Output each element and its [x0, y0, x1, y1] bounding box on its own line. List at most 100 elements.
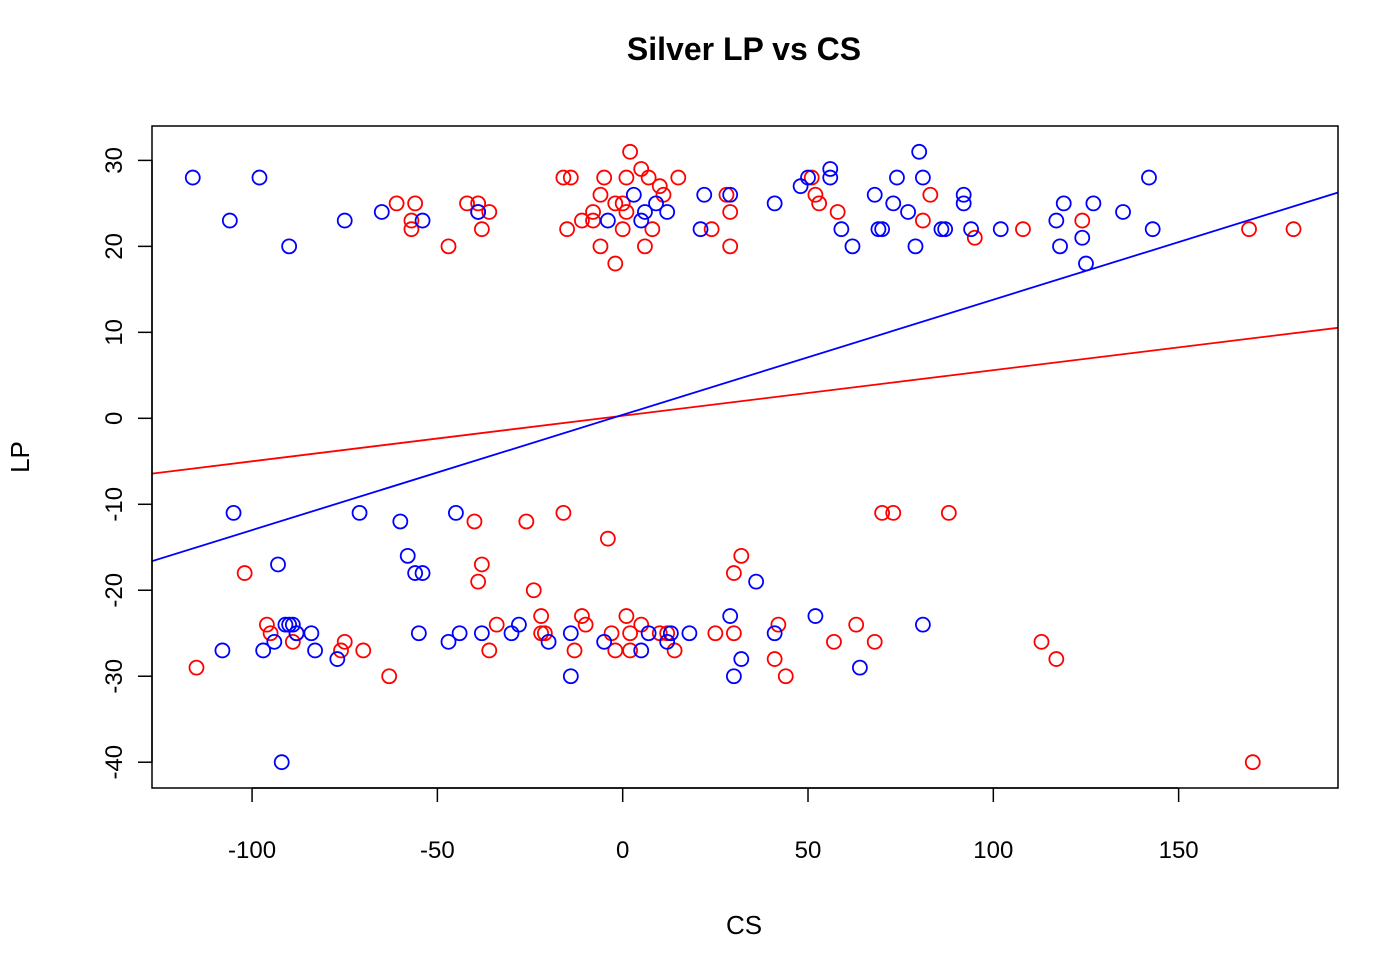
data-point [1141, 169, 1157, 186]
data-point [622, 642, 639, 659]
data-point [770, 616, 787, 633]
data-point [592, 186, 609, 203]
data-point [889, 169, 905, 186]
data-point [599, 212, 616, 229]
data-point [792, 178, 809, 195]
data-point [562, 169, 579, 186]
data-point [718, 186, 735, 203]
data-point [236, 565, 253, 581]
data-point [1115, 204, 1131, 220]
data-point [885, 195, 902, 212]
data-point [440, 238, 457, 255]
data-point [470, 195, 487, 212]
data-point [766, 625, 783, 642]
data-point [1055, 195, 1072, 212]
chart-title: Silver LP vs CS [627, 31, 861, 67]
data-point [666, 642, 683, 659]
data-point [533, 608, 550, 624]
data-point [255, 642, 272, 659]
data-point [1285, 221, 1302, 238]
data-point [833, 221, 850, 238]
data-point [373, 204, 390, 220]
data-point [722, 186, 739, 203]
data-point [659, 204, 676, 220]
data-point [870, 221, 887, 238]
data-point [1244, 754, 1261, 771]
data-point [637, 238, 653, 255]
data-point [733, 651, 750, 667]
data-point [407, 565, 424, 581]
data-point [470, 204, 487, 220]
y-tick-label: 0 [101, 412, 128, 425]
x-axis-label: CS [726, 910, 762, 940]
data-point [992, 221, 1009, 238]
data-point [662, 625, 679, 642]
data-point [473, 625, 490, 642]
data-point [1048, 212, 1065, 229]
data-point [596, 169, 613, 186]
data-point [733, 547, 750, 564]
data-point [670, 169, 687, 186]
data-point [307, 642, 323, 659]
data-point [574, 608, 590, 624]
data-point [481, 204, 498, 220]
regression-line [152, 191, 1338, 563]
data-point [403, 212, 420, 229]
data-point [703, 221, 720, 238]
data-point [473, 556, 490, 573]
data-point [618, 608, 635, 624]
data-point [559, 221, 575, 238]
data-point [273, 754, 290, 771]
x-tick-label: -100 [228, 837, 276, 864]
data-point [1085, 195, 1102, 212]
data-point [511, 616, 527, 633]
data-point [1033, 633, 1050, 650]
data-point [221, 212, 238, 229]
data-point [266, 633, 283, 650]
data-point [403, 221, 420, 238]
data-point [915, 212, 931, 229]
data-point [466, 513, 483, 530]
data-point [659, 633, 676, 650]
data-point [540, 633, 557, 650]
data-point [911, 143, 928, 160]
data-point [388, 195, 405, 212]
data-point [555, 169, 572, 186]
data-point [722, 238, 739, 255]
data-point [448, 504, 464, 521]
data-point [937, 221, 954, 238]
data-point [525, 582, 542, 599]
data-point [214, 642, 231, 659]
data-point [407, 195, 424, 212]
data-point [284, 633, 301, 650]
y-axis: -40 -30 -20 -10 0 10 20 30 [101, 147, 153, 780]
data-point [633, 161, 650, 177]
data-point [722, 204, 739, 220]
data-point [351, 504, 368, 521]
data-point [355, 642, 372, 659]
data-point [933, 221, 950, 238]
data-point [225, 504, 242, 521]
data-point [1241, 221, 1257, 238]
data-point [644, 221, 661, 238]
data-point [822, 169, 839, 186]
y-tick-label: -10 [101, 487, 128, 522]
data-point [251, 169, 268, 186]
regression-lines [152, 191, 1338, 563]
data-point [536, 625, 553, 642]
data-point [633, 212, 650, 229]
data-point [777, 668, 794, 685]
data-point [966, 229, 983, 246]
data-point [725, 625, 742, 642]
data-point [262, 625, 279, 642]
data-point [381, 668, 398, 685]
data-point [574, 212, 590, 229]
data-point [414, 212, 431, 229]
data-point [614, 221, 631, 238]
data-point [599, 530, 616, 547]
data-point [451, 625, 468, 642]
data-point [1052, 238, 1068, 255]
x-tick-label: 100 [973, 837, 1013, 864]
data-point [1015, 221, 1031, 238]
data-point [900, 204, 916, 220]
